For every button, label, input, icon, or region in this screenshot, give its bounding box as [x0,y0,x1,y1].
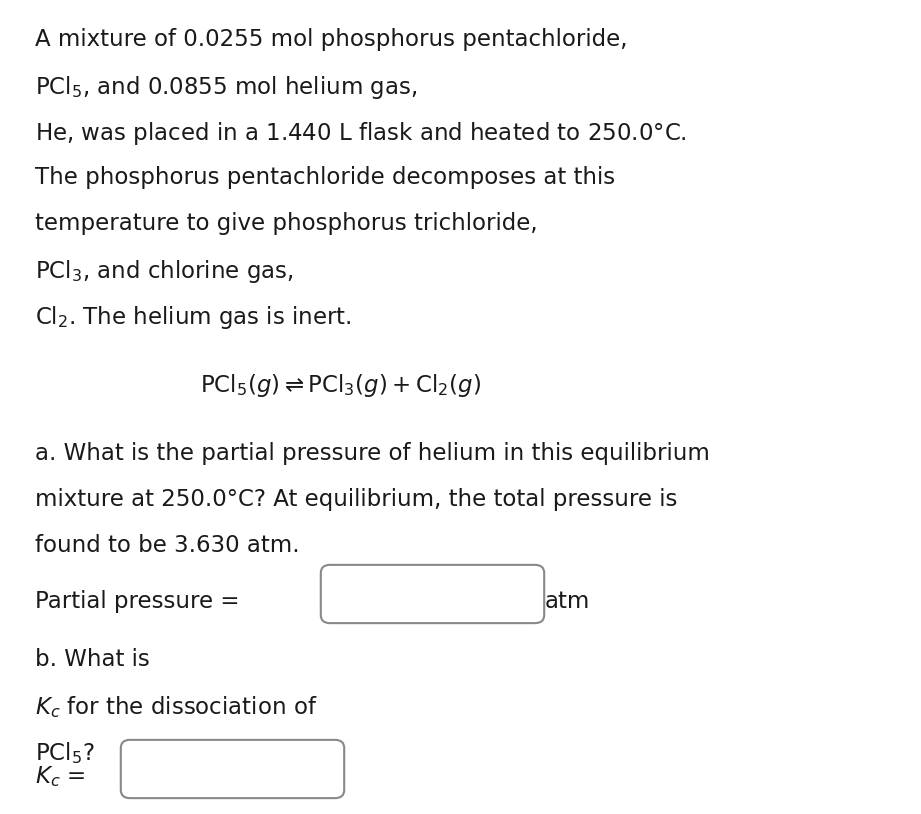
Text: $\mathrm{PCl_5}$?: $\mathrm{PCl_5}$? [35,740,95,766]
Text: $\mathrm{Cl_2}$. The helium gas is inert.: $\mathrm{Cl_2}$. The helium gas is inert… [35,304,352,331]
Text: b. What is: b. What is [35,648,150,671]
Text: Partial pressure =: Partial pressure = [35,590,239,613]
Text: The phosphorus pentachloride decomposes at this: The phosphorus pentachloride decomposes … [35,166,615,189]
Text: $K_c$ for the dissociation of: $K_c$ for the dissociation of [35,694,318,720]
Text: $\mathrm{PCl_5}$, and 0.0855 mol helium gas,: $\mathrm{PCl_5}$, and 0.0855 mol helium … [35,74,417,101]
Text: a. What is the partial pressure of helium in this equilibrium: a. What is the partial pressure of heliu… [35,442,710,465]
Text: A mixture of 0.0255 mol phosphorus pentachloride,: A mixture of 0.0255 mol phosphorus penta… [35,28,627,51]
Text: temperature to give phosphorus trichloride,: temperature to give phosphorus trichlori… [35,212,538,235]
Text: $K_c$ =: $K_c$ = [35,764,86,789]
Text: found to be 3.630 atm.: found to be 3.630 atm. [35,534,299,557]
Text: mixture at 250.0°C? At equilibrium, the total pressure is: mixture at 250.0°C? At equilibrium, the … [35,488,677,511]
Text: $\mathrm{PCl_3}$, and chlorine gas,: $\mathrm{PCl_3}$, and chlorine gas, [35,258,294,285]
Text: $\mathrm{PCl_5}(g) \rightleftharpoons \mathrm{PCl_3}(g) + \mathrm{Cl_2}(g)$: $\mathrm{PCl_5}(g) \rightleftharpoons \m… [200,372,481,399]
Text: atm: atm [545,590,590,613]
Text: $\mathrm{He}$, was placed in a 1.440 L flask and heated to 250.0°C.: $\mathrm{He}$, was placed in a 1.440 L f… [35,120,687,147]
